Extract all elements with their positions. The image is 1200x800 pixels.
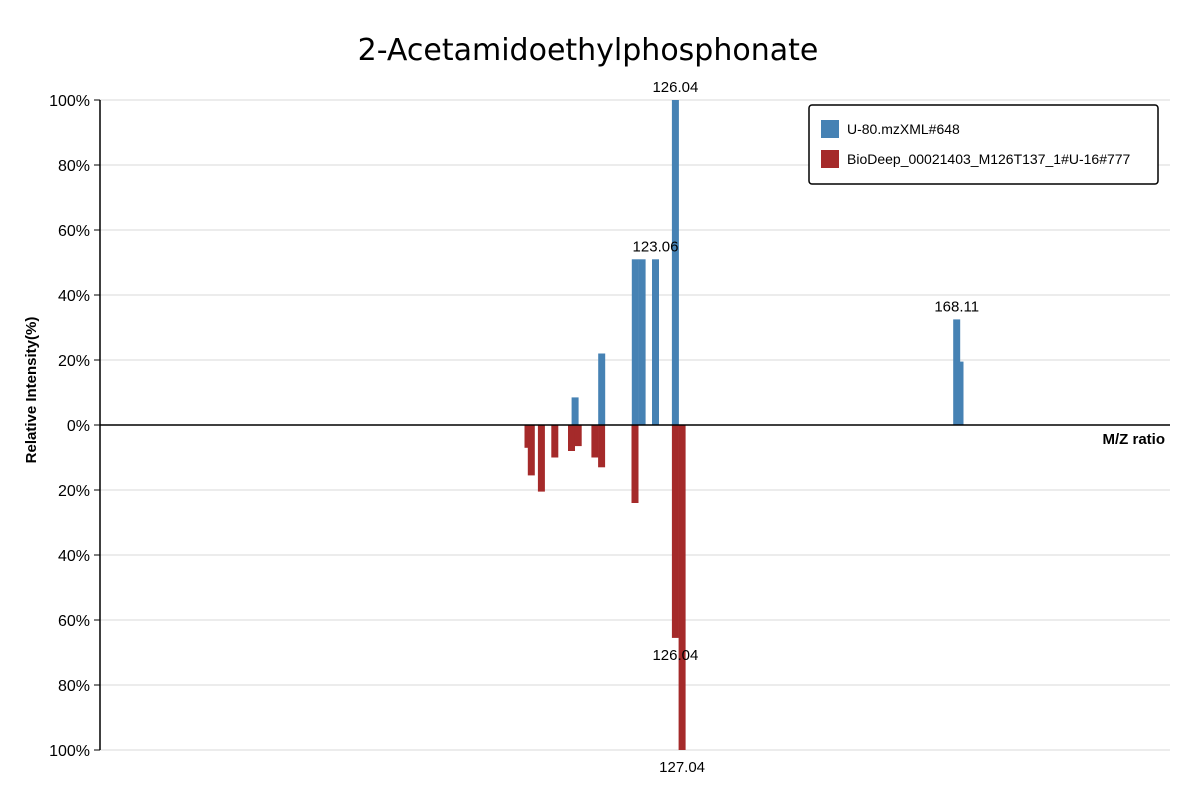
chart-title: 2-Acetamidoethylphosphonate bbox=[358, 33, 819, 68]
y-axis-title: Relative Intensity(%) bbox=[23, 317, 40, 464]
peak-bar bbox=[527, 425, 535, 476]
y-tick-label: 60% bbox=[58, 613, 90, 630]
peak-bar bbox=[631, 259, 639, 426]
peak-bar bbox=[671, 425, 679, 638]
y-tick-labels: 0% 20% 40% 60% 80% 100% 20% 40% 60% 80% 100% bbox=[49, 93, 100, 760]
peak-bar bbox=[568, 425, 575, 451]
peak-bar bbox=[652, 259, 659, 426]
peak-bar bbox=[671, 100, 679, 425]
y-tick-label: 20% bbox=[58, 483, 90, 500]
peak-bar bbox=[571, 397, 579, 425]
y-tick-label: 0% bbox=[67, 418, 90, 435]
peak-bar bbox=[638, 259, 646, 426]
peak-bars bbox=[524, 100, 964, 750]
x-axis-title: M/Z ratio bbox=[1103, 431, 1166, 448]
peak-bar bbox=[631, 425, 639, 503]
y-tick-label: 80% bbox=[58, 158, 90, 175]
y-tick-label: 60% bbox=[58, 223, 90, 240]
legend-label-series-1: U-80.mzXML#648 bbox=[847, 121, 960, 137]
y-tick-label: 100% bbox=[49, 93, 90, 110]
peak-bar bbox=[598, 425, 606, 468]
peak-label: 126.04 bbox=[652, 79, 698, 96]
peak-bar bbox=[574, 425, 582, 447]
peak-bar bbox=[551, 425, 559, 458]
legend: U-80.mzXML#648 BioDeep_00021403_M126T137… bbox=[808, 104, 1159, 185]
peak-bar bbox=[598, 353, 606, 425]
peak-label: 127.04 bbox=[659, 759, 705, 776]
legend-box bbox=[808, 104, 1159, 185]
legend-swatch-series-1 bbox=[821, 120, 839, 138]
legend-swatch-series-2 bbox=[821, 150, 839, 168]
peak-label: 168.11 bbox=[934, 298, 979, 315]
y-tick-label: 80% bbox=[58, 678, 90, 695]
peak-label: 126.04 bbox=[652, 647, 698, 664]
peak-bar bbox=[591, 425, 599, 458]
y-tick-label: 40% bbox=[58, 288, 90, 305]
y-tick-label: 100% bbox=[49, 743, 90, 760]
y-tick-label: 20% bbox=[58, 353, 90, 370]
peak-bar bbox=[678, 425, 686, 750]
peak-label: 123.06 bbox=[633, 238, 679, 255]
legend-label-series-2: BioDeep_00021403_M126T137_1#U-16#777 bbox=[847, 151, 1131, 167]
y-tick-label: 40% bbox=[58, 548, 90, 565]
peak-labels: 123.06 126.04 168.11 126.04 127.04 bbox=[633, 79, 980, 776]
peak-bar bbox=[537, 425, 545, 492]
peak-bar bbox=[956, 361, 964, 425]
